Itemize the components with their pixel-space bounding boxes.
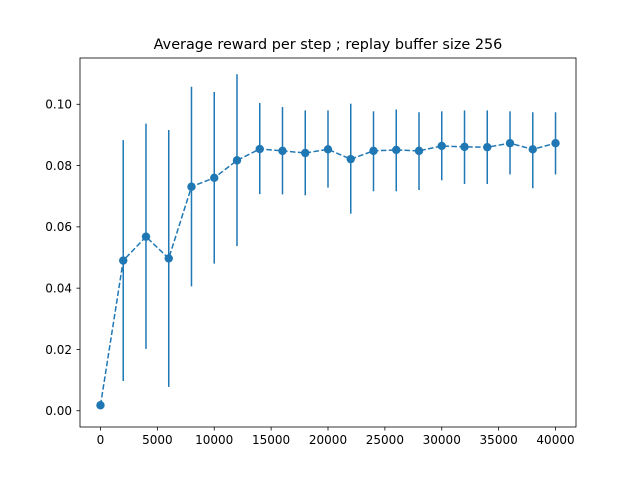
data-point	[232, 156, 242, 165]
axes: 0 5000 10000 15000 20000 25000 30000 35000 40000…	[45, 57, 577, 447]
data-point	[119, 256, 128, 265]
data-point	[278, 146, 287, 156]
y-tick-label: 0.04	[45, 281, 72, 295]
x-tick-label: 5000	[142, 433, 173, 447]
x-tick-label: 0	[97, 433, 105, 447]
y-tick-label: 0.10	[45, 98, 72, 112]
y-tick-label: 0.02	[45, 343, 72, 357]
data-point	[437, 141, 446, 151]
x-tick-label: 25000	[366, 433, 404, 447]
x-tick-label: 10000	[195, 433, 233, 447]
data-point	[96, 401, 105, 410]
plot-area	[96, 74, 560, 410]
data-point	[164, 254, 173, 263]
data-point	[141, 232, 151, 241]
y-tick-label: 0.06	[45, 220, 72, 234]
data-point	[414, 146, 424, 156]
data-point	[255, 144, 264, 154]
data-point	[346, 154, 355, 164]
data-point	[392, 145, 401, 155]
x-tick-label: 30000	[423, 433, 461, 447]
data-point	[483, 142, 492, 152]
data-point	[210, 173, 219, 183]
x-tick-label: 40000	[536, 433, 574, 447]
x-tick-label: 15000	[252, 433, 290, 447]
chart-title: Average reward per step ; replay buffer …	[154, 37, 503, 53]
y-tick-label: 0.08	[45, 159, 72, 173]
series-line	[99, 142, 556, 406]
data-point	[528, 145, 537, 154]
x-tick-label: 20000	[309, 433, 347, 447]
data-point	[369, 146, 378, 156]
y-tick-label: 0.00	[45, 404, 72, 418]
x-tick-label: 35000	[480, 433, 518, 447]
data-point	[460, 142, 469, 152]
data-point	[323, 145, 333, 154]
data-point	[505, 139, 515, 148]
data-point	[551, 139, 560, 148]
data-point	[301, 148, 310, 158]
data-point	[187, 182, 196, 191]
